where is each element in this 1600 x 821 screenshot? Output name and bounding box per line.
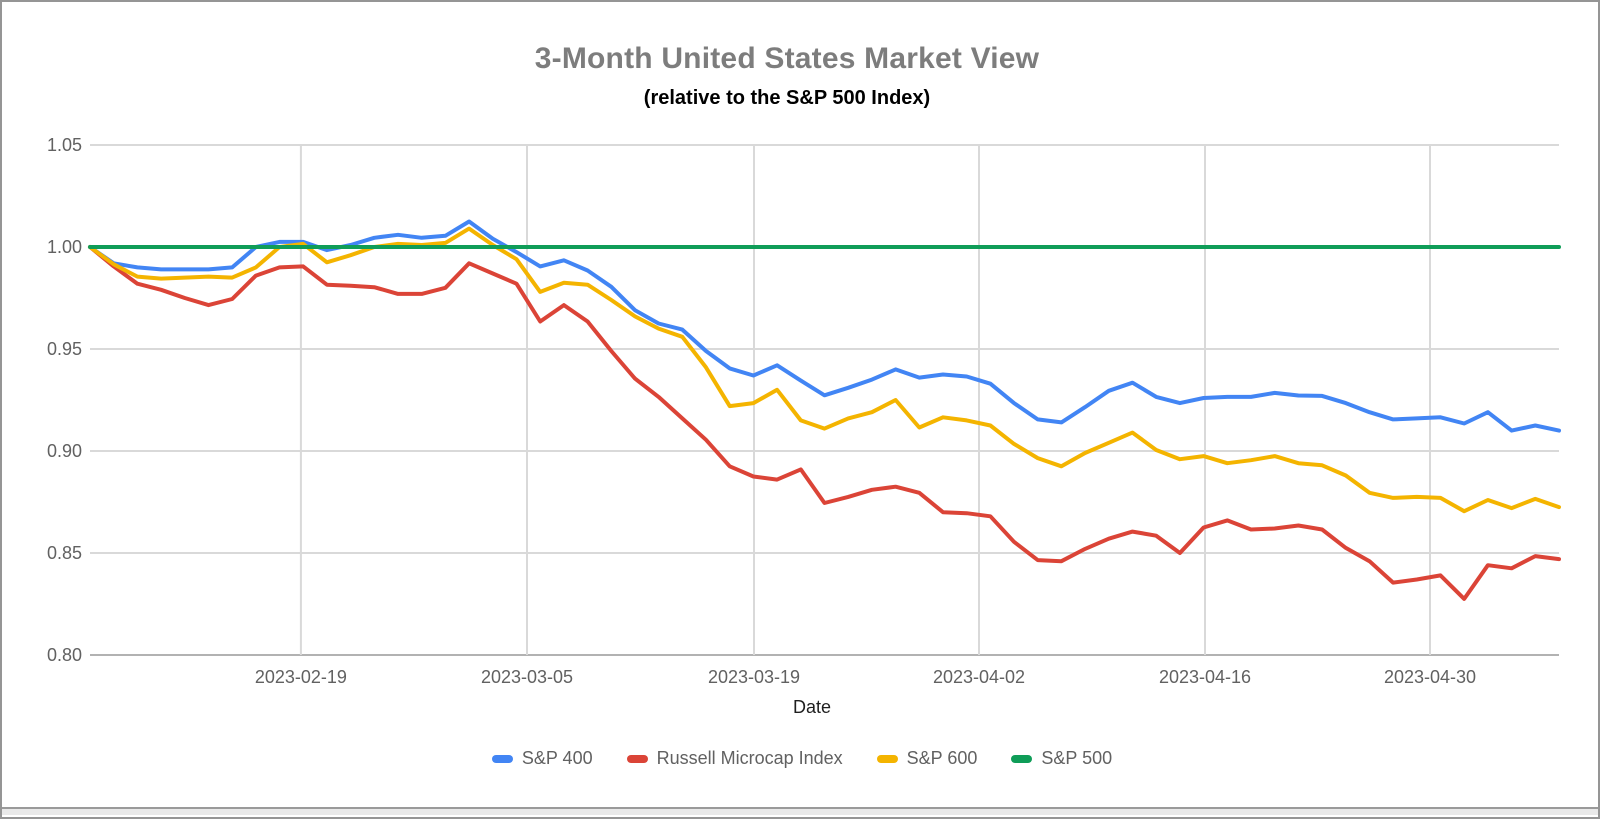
x-tick-label: 2023-03-05 (481, 667, 573, 687)
series-line-s-p-400 (88, 219, 1561, 433)
x-tick-label: 2023-02-19 (255, 667, 347, 687)
x-tick-label: 2023-03-19 (708, 667, 800, 687)
series-line-russell-microcap-index (88, 245, 1561, 601)
x-axis-title: Date (792, 697, 832, 717)
legend: S&P 400 Russell Microcap Index S&P 600 S&P … (2, 748, 1600, 769)
legend-swatch (626, 754, 648, 763)
legend-label: S&P 600 (906, 748, 978, 768)
y-tick-label: 0.95 (47, 339, 82, 359)
y-tick-label: 0.90 (47, 441, 82, 461)
legend-item-s-p-600: S&P 600 (876, 748, 978, 769)
legend-label: S&P 400 (521, 748, 593, 768)
x-tick-label: 2023-04-30 (1384, 667, 1476, 687)
x-tick-label: 2023-04-16 (1159, 667, 1251, 687)
legend-label: Russell Microcap Index (656, 748, 843, 768)
chart-title: 3-Month United States Market View (534, 42, 1040, 75)
chart-subtitle: (relative to the S&P 500 Index) (643, 87, 931, 109)
x-tick-label: 2023-04-02 (933, 667, 1025, 687)
y-tick-label: 1.05 (47, 135, 82, 155)
y-tick-label: 0.85 (47, 543, 82, 563)
legend-swatch (1011, 754, 1033, 763)
series-line-s-p-600 (88, 226, 1561, 514)
legend-item-s-p-400: S&P 400 (491, 748, 593, 769)
legend-label: S&P 500 (1041, 748, 1113, 768)
y-tick-label: 1.00 (47, 237, 82, 257)
legend-swatch (491, 754, 513, 763)
bottom-scrollbar-strip (2, 807, 1598, 815)
legend-item-russell-microcap-index: Russell Microcap Index (626, 748, 843, 769)
legend-swatch (876, 754, 898, 763)
legend-item-s-p-500: S&P 500 (1011, 748, 1112, 769)
y-tick-label: 0.80 (47, 645, 82, 665)
